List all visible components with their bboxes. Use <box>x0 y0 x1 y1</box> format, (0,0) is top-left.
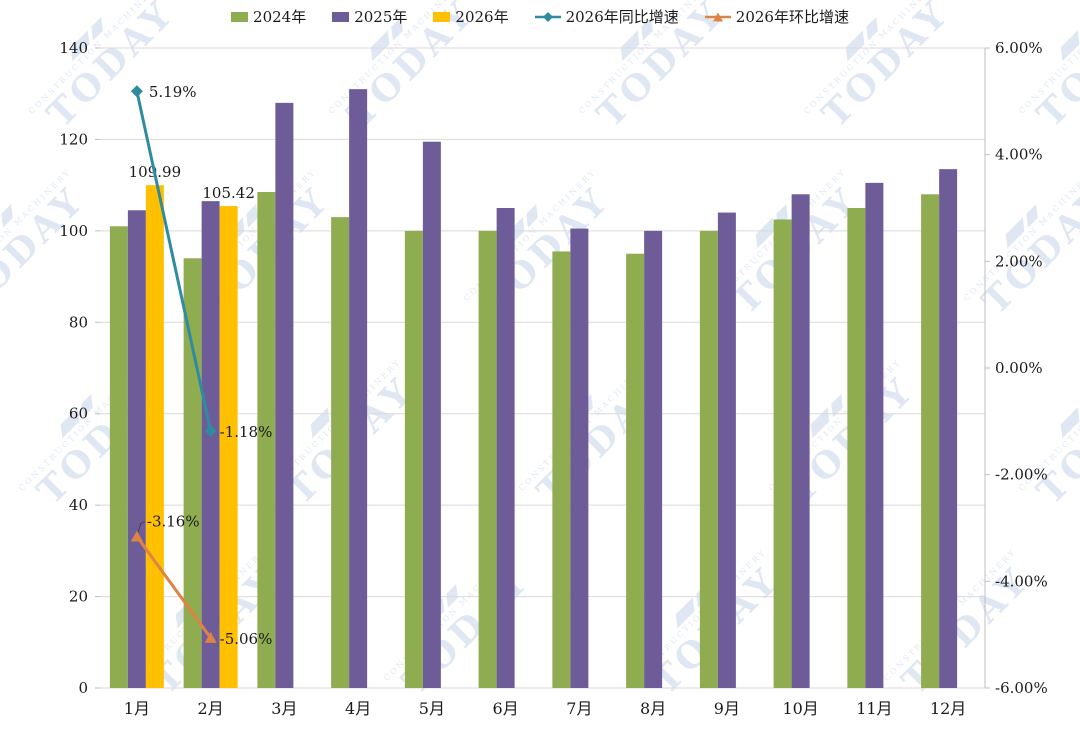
bar-2025年-7月 <box>570 228 589 689</box>
left-axis-tick-label: 60 <box>69 405 88 423</box>
marker-diamond-icon <box>130 85 143 98</box>
bar-2024年-7月 <box>552 251 571 688</box>
bar-2024年-11月 <box>847 208 866 688</box>
legend-label: 2026年同比增速 <box>565 8 679 26</box>
legend-item-2026年同比增速[interactable]: 2026年同比增速 <box>534 6 679 27</box>
legend-label: 2025年 <box>354 8 408 26</box>
legend-bar-swatch-icon <box>231 11 249 22</box>
legend-line-swatch-icon <box>704 12 731 21</box>
bar-2024年-6月 <box>478 230 497 688</box>
right-axis-tick-label: 0.00% <box>995 359 1043 377</box>
bar-2025年-2月 <box>201 201 220 688</box>
marker-diamond-icon <box>204 424 217 437</box>
legend-label: 2024年 <box>253 8 307 26</box>
right-axis-tick-label: 4.00% <box>995 146 1043 164</box>
x-axis-label: 10月 <box>782 699 818 718</box>
bar-2024年-5月 <box>404 230 423 688</box>
bar-2024年-3月 <box>257 192 276 688</box>
x-axis-label: 11月 <box>856 699 892 718</box>
bar-2024年-12月 <box>921 194 940 689</box>
legend-bar-swatch-icon <box>433 11 451 22</box>
x-axis-label: 2月 <box>198 699 224 718</box>
bar-2024年-1月 <box>109 226 128 689</box>
legend-item-2024年[interactable]: 2024年 <box>231 6 306 27</box>
left-axis-tick-label: 80 <box>69 313 88 331</box>
line-point-label: 5.19% <box>149 83 197 101</box>
bar-value-label: 105.42 <box>202 184 255 202</box>
bar-2025年-1月 <box>127 210 146 689</box>
bar-2025年-9月 <box>717 212 736 689</box>
left-axis-tick-label: 40 <box>69 496 88 514</box>
line-2026年环比增速 <box>135 535 212 639</box>
x-axis-label: 8月 <box>640 699 666 718</box>
left-axis-tick-label: 140 <box>59 39 88 57</box>
left-axis-tick-label: 120 <box>59 130 88 148</box>
marker-triangle-icon <box>130 530 143 542</box>
bar-2025年-3月 <box>275 102 294 689</box>
legend-item-2025年[interactable]: 2025年 <box>332 6 407 27</box>
x-axis-label: 4月 <box>345 699 371 718</box>
bar-2025年-8月 <box>644 230 663 688</box>
legend-item-2026年环比增速[interactable]: 2026年环比增速 <box>704 6 849 27</box>
bar-2025年-6月 <box>496 208 515 688</box>
x-axis-label: 3月 <box>271 699 297 718</box>
left-axis-tick-label: 100 <box>59 222 88 240</box>
bar-2024年-9月 <box>699 230 718 688</box>
right-axis-tick-label: 2.00% <box>995 252 1043 270</box>
x-axis-label: 9月 <box>714 699 740 718</box>
line-point-label: -5.06% <box>220 630 273 648</box>
bar-2025年-4月 <box>349 89 368 688</box>
x-axis-label: 1月 <box>124 699 150 718</box>
label-leader-line <box>137 521 146 533</box>
bar-2026年-1月 <box>145 185 164 688</box>
right-axis-tick-label: -2.00% <box>995 466 1048 484</box>
bar-2025年-12月 <box>939 169 958 689</box>
line-2026年同比增速 <box>135 90 213 432</box>
x-axis-label: 12月 <box>930 699 966 718</box>
legend-bar-swatch-icon <box>332 11 350 22</box>
bar-2025年-11月 <box>865 182 884 688</box>
bar-2024年-4月 <box>331 217 350 688</box>
x-axis-label: 7月 <box>566 699 592 718</box>
legend-item-2026年[interactable]: 2026年 <box>433 6 509 27</box>
bar-2024年-8月 <box>626 253 645 688</box>
right-axis-tick-label: -6.00% <box>995 679 1048 697</box>
marker-triangle-icon <box>204 631 217 643</box>
bar-2024年-10月 <box>773 219 792 688</box>
line-point-label: -1.18% <box>220 423 273 441</box>
right-axis-tick-label: -4.00% <box>995 572 1048 590</box>
legend: 2024年 2025年 2026年 2026年同比增速 2026年环比增速 <box>0 6 1080 27</box>
bar-2025年-5月 <box>422 141 441 688</box>
x-axis-label: 5月 <box>419 699 445 718</box>
right-axis-tick-label: 6.00% <box>995 39 1043 57</box>
bar-2025年-10月 <box>791 194 810 689</box>
line-point-label: -3.16% <box>147 513 200 531</box>
bar-2026年-2月 <box>219 206 238 688</box>
x-axis-label: 6月 <box>493 699 519 718</box>
legend-label: 2026年 <box>455 8 509 26</box>
legend-line-swatch-icon <box>534 11 561 22</box>
left-axis-tick-label: 20 <box>69 588 88 606</box>
legend-label: 2026年环比增速 <box>735 8 849 26</box>
left-axis-tick-label: 0 <box>78 679 88 697</box>
